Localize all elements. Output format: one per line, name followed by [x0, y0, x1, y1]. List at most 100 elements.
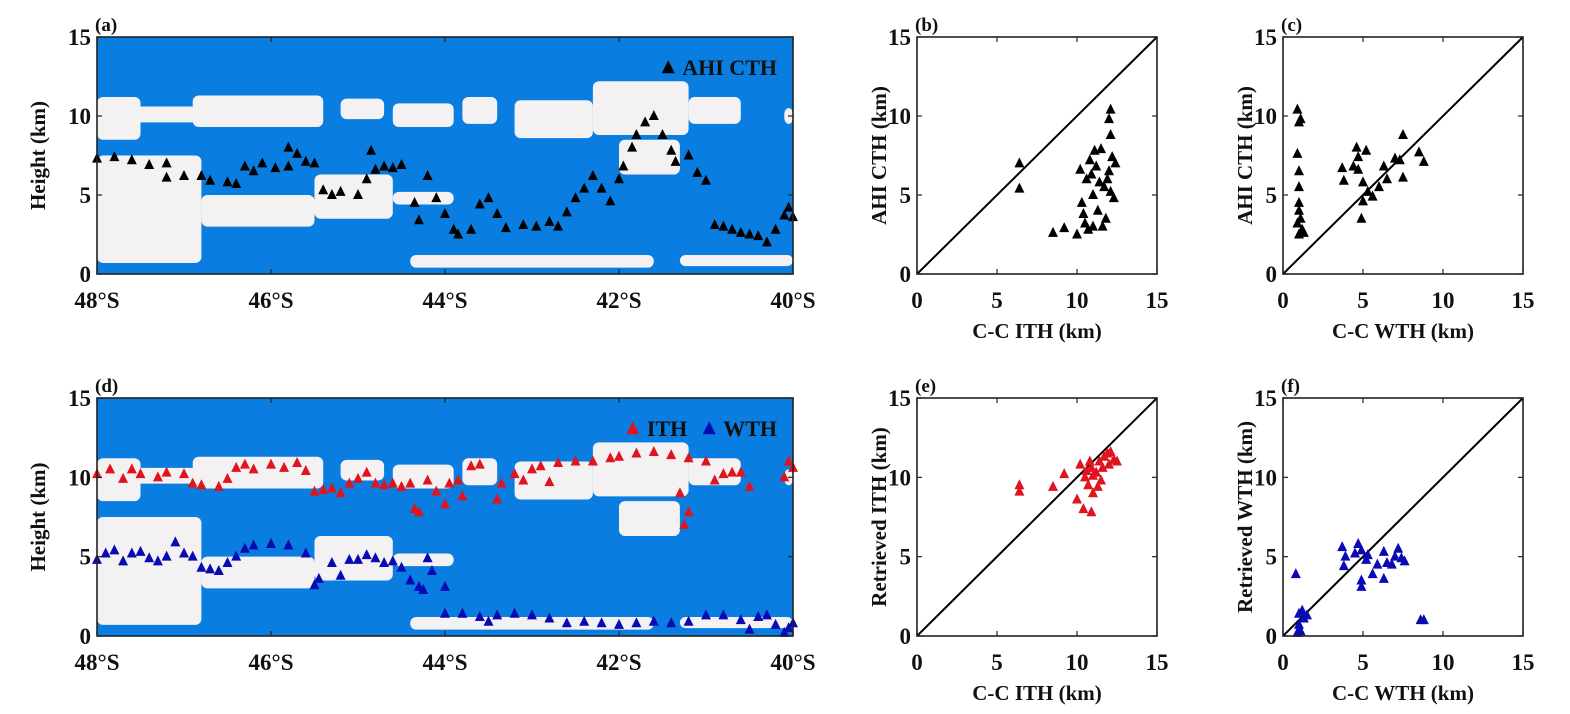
data-point-wth — [492, 609, 503, 620]
data-point-ahi-cth — [666, 144, 677, 155]
cloud-mask-region — [679, 255, 793, 267]
data-point-ith — [344, 477, 355, 488]
data-point-ith — [126, 463, 137, 474]
data-point-series-0 — [1105, 128, 1116, 139]
data-point-series-0 — [1372, 558, 1383, 569]
data-point-series-0 — [1362, 549, 1373, 560]
data-point-wth — [135, 545, 146, 556]
y-tick-label: 10 — [1254, 465, 1277, 490]
data-point-ith — [279, 461, 290, 472]
data-point-ith — [614, 450, 624, 461]
cloud-mask-region — [201, 195, 315, 227]
data-point-ahi-cth — [553, 220, 564, 231]
data-point-ith — [422, 474, 433, 485]
data-point-wth — [753, 610, 764, 621]
data-point-wth — [370, 552, 381, 563]
data-point-series-0 — [1072, 493, 1082, 504]
data-point-ahi-cth — [657, 128, 668, 139]
one-to-one-line — [916, 36, 1158, 275]
panel-label: (e) — [915, 376, 936, 397]
x-tick-label: 0 — [911, 288, 923, 313]
data-point-series-0 — [1097, 220, 1108, 231]
data-point-series-0 — [1362, 185, 1373, 196]
data-point-wth — [735, 614, 746, 625]
data-point-wth — [144, 552, 155, 563]
data-point-ith — [179, 468, 189, 479]
data-point-series-0 — [1350, 547, 1360, 558]
data-point-ahi-cth — [692, 166, 703, 177]
data-point-series-0 — [1081, 464, 1092, 475]
x-tick-label: 40°S — [771, 650, 816, 675]
x-tick-label: 0 — [911, 650, 923, 675]
cloud-mask-region — [392, 553, 454, 567]
cloud-mask-region — [592, 81, 689, 135]
data-point-ith — [631, 447, 642, 458]
legend: WTH ITH — [626, 416, 777, 441]
data-point-series-0 — [1104, 458, 1114, 469]
data-point-ith — [326, 482, 337, 493]
data-point-series-0 — [1094, 176, 1105, 187]
axes-frame — [1282, 397, 1524, 637]
data-point-ith — [431, 485, 442, 496]
data-point-series-0 — [1107, 151, 1118, 162]
data-point-wth — [187, 550, 198, 561]
data-point-ith — [370, 477, 381, 488]
data-point-wth — [326, 557, 337, 568]
data-point-ahi-cth — [570, 192, 581, 203]
data-point-series-0 — [1086, 168, 1097, 179]
data-point-ahi-cth — [631, 128, 642, 139]
data-point-wth — [718, 609, 729, 620]
data-point-series-0 — [1088, 189, 1098, 199]
data-point-wth — [353, 553, 363, 564]
data-point-series-0 — [1290, 568, 1301, 579]
data-point-wth — [527, 609, 537, 620]
data-point-series-0 — [1083, 479, 1094, 490]
data-point-ahi-cth — [779, 209, 790, 220]
data-point-wth — [283, 539, 294, 550]
data-point-ith — [496, 477, 507, 488]
cloud-mask-region — [410, 616, 654, 630]
data-point-ahi-cth — [753, 230, 764, 241]
panel-d: 48°S 46°S 44°S 42°S 40°S 0 5 10 15 (d) Height (km)… — [26, 376, 816, 675]
data-point-ahi-cth — [518, 219, 529, 230]
y-tick-label: 5 — [1266, 545, 1278, 570]
data-point-series-0 — [1086, 506, 1097, 517]
data-point-wth — [440, 580, 450, 591]
data-point-ith — [187, 477, 198, 488]
data-point-series-0 — [1337, 541, 1348, 552]
data-point-series-0 — [1358, 195, 1368, 206]
data-point-ahi-cth — [579, 182, 590, 193]
data-point-ith — [213, 480, 224, 491]
panel-label: (a) — [95, 15, 117, 36]
data-point-wth — [300, 547, 311, 558]
data-point-ith — [118, 472, 129, 483]
data-point-ahi-cth — [605, 195, 616, 206]
data-point-series-0 — [1083, 223, 1094, 234]
data-point-ahi-cth — [409, 196, 420, 207]
data-point-ith — [318, 484, 329, 495]
y-tick-label: 5 — [1266, 183, 1278, 208]
data-point-ahi-cth — [270, 162, 281, 173]
data-point-series-0 — [1398, 128, 1408, 139]
x-tick-label: 15 — [1146, 288, 1169, 313]
data-point-ith — [196, 479, 207, 490]
data-point-ith — [300, 464, 311, 475]
data-point-series-0 — [1414, 146, 1424, 157]
x-tick-label: 44°S — [423, 650, 468, 675]
x-axis-title: C-C WTH (km) — [1332, 319, 1474, 343]
data-point-ith — [701, 455, 711, 466]
data-point-ith — [570, 455, 581, 466]
data-point-ahi-cth — [370, 163, 381, 174]
x-tick-label: 10 — [1432, 650, 1455, 675]
data-point-ith — [440, 498, 450, 509]
data-point-wth — [596, 617, 607, 628]
data-point-wth — [631, 617, 642, 628]
cloud-mask-region — [688, 97, 741, 124]
y-tick-label: 10 — [68, 465, 91, 490]
data-point-ahi-cth — [640, 116, 651, 127]
data-point-ahi-cth — [561, 206, 572, 217]
cloud-mask-region — [619, 139, 680, 175]
data-point-ahi-cth — [627, 141, 638, 152]
data-point-ahi-cth — [431, 192, 442, 203]
data-point-ahi-cth — [483, 192, 494, 203]
